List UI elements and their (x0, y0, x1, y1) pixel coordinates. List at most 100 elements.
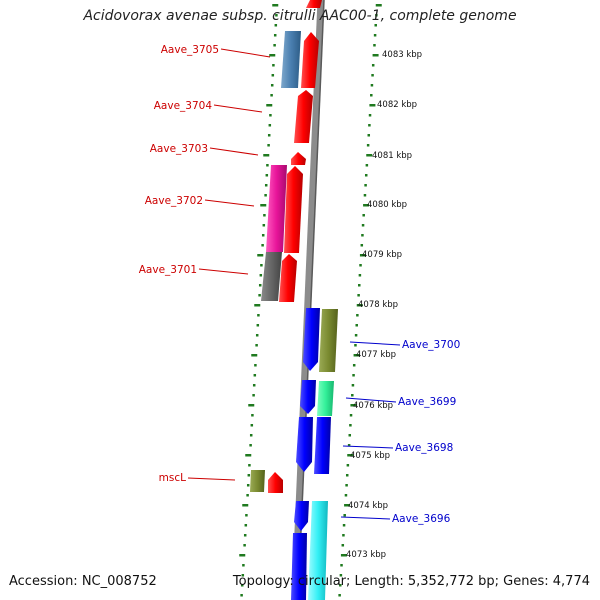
tick-mark (257, 254, 264, 257)
tick-mark (261, 234, 265, 237)
tick-mark (352, 374, 355, 377)
tick-mark (358, 284, 361, 287)
gene-arrow[interactable] (291, 152, 306, 165)
gene-arrow[interactable] (314, 417, 331, 474)
feature-bar-gray[interactable] (261, 252, 282, 301)
feature-bar-steel[interactable] (281, 31, 301, 88)
kbp-label: 4075 kbp (350, 451, 390, 461)
tick-mark (361, 234, 364, 237)
tick-mark (273, 34, 277, 37)
genome-title: Acidovorax avenae subsp. citrulli AAC00-… (83, 8, 517, 24)
gene-arrow[interactable] (306, 0, 322, 8)
gene-label[interactable]: Aave_3702 (145, 195, 203, 207)
tick-mark (364, 184, 367, 187)
tick-mark (359, 264, 362, 267)
gene-arrow[interactable] (300, 380, 316, 414)
kbp-label: 4081 kbp (372, 151, 412, 161)
tick-mark (252, 384, 256, 387)
tick-mark (375, 14, 378, 17)
tick-mark (341, 544, 345, 547)
gene-label[interactable]: Aave_3699 (398, 396, 456, 408)
tick-mark (249, 444, 252, 447)
feature-bar-cyan[interactable] (308, 501, 328, 600)
tick-mark (246, 494, 249, 497)
kbp-label: 4082 kbp (377, 100, 417, 110)
tick-mark (370, 94, 373, 97)
tick-mark (248, 404, 255, 407)
gene-arrow[interactable] (296, 417, 313, 472)
tick-mark (246, 484, 250, 487)
tick-mark (244, 524, 248, 527)
tick-mark (264, 194, 267, 197)
tick-mark (351, 394, 354, 397)
kbp-label: 4077 kbp (356, 350, 396, 360)
gene-label[interactable]: Aave_3701 (139, 264, 197, 276)
gene-arrow[interactable] (284, 166, 303, 253)
kbp-label: 4078 kbp (358, 300, 398, 310)
tick-mark (342, 534, 345, 537)
gene-label[interactable]: Aave_3704 (154, 100, 213, 112)
tick-mark (368, 124, 371, 127)
tick-mark (240, 594, 243, 597)
tick-mark (340, 564, 343, 567)
feature-bar-mint[interactable] (317, 381, 334, 416)
gene-arrow[interactable] (294, 90, 313, 143)
tick-mark (344, 504, 351, 507)
gene-arrow[interactable] (303, 308, 320, 371)
tick-mark (339, 584, 342, 587)
tick-mark (347, 444, 351, 447)
tick-mark (267, 144, 270, 147)
tick-mark (263, 154, 270, 157)
feature-bar-olive[interactable] (319, 309, 338, 372)
tick-mark (368, 114, 372, 117)
gene-label[interactable]: Aave_3700 (402, 339, 460, 351)
gene-arrow[interactable] (279, 254, 297, 302)
tick-ring-left (239, 4, 279, 597)
tick-mark (363, 204, 370, 207)
tick-mark (254, 364, 257, 367)
feature-bar-olive-small[interactable] (250, 470, 265, 492)
gene-arrow[interactable] (291, 533, 307, 600)
tick-mark (249, 434, 253, 437)
tick-mark (351, 384, 355, 387)
kbp-label: 4074 kbp (348, 501, 388, 511)
gene-label[interactable]: mscL (159, 472, 186, 484)
tick-mark (358, 274, 362, 277)
gene-label[interactable]: Aave_3705 (161, 44, 219, 56)
tick-mark (354, 344, 357, 347)
gene-arrow[interactable] (268, 472, 283, 493)
tick-mark (275, 14, 278, 17)
tick-mark (251, 414, 254, 417)
tick-mark (258, 294, 261, 297)
tick-mark (266, 104, 273, 107)
gene-label[interactable]: Aave_3696 (392, 513, 451, 525)
feature-bar-pink[interactable] (266, 165, 287, 252)
kbp-label: 4076 kbp (353, 401, 393, 411)
gene-label[interactable]: Aave_3698 (395, 442, 453, 454)
tick-mark (268, 124, 272, 127)
kbp-label: 4083 kbp (382, 50, 422, 60)
tick-mark (356, 314, 359, 317)
tick-mark (340, 554, 347, 557)
tick-mark (349, 424, 352, 427)
kbp-label: 4080 kbp (367, 200, 407, 210)
tick-mark (245, 514, 248, 517)
tick-mark (353, 354, 360, 357)
tick-mark (239, 554, 246, 557)
gene-label[interactable]: Aave_3703 (150, 143, 208, 155)
tick-mark (269, 54, 276, 57)
topology-text: Topology: circular; Length: 5,352,772 bp… (232, 574, 590, 589)
tick-mark (242, 504, 249, 507)
gene-arrow[interactable] (294, 501, 309, 531)
tick-mark (265, 174, 269, 177)
tick-mark (360, 244, 364, 247)
tick-mark (260, 264, 263, 267)
tick-mark (264, 184, 268, 187)
tick-mark (248, 464, 251, 467)
tick-mark (271, 74, 275, 77)
gene-arrow[interactable] (301, 32, 319, 88)
tick-mark (375, 4, 382, 7)
tick-mark (242, 564, 245, 567)
tick-mark (270, 84, 274, 87)
tick-mark (255, 344, 258, 347)
